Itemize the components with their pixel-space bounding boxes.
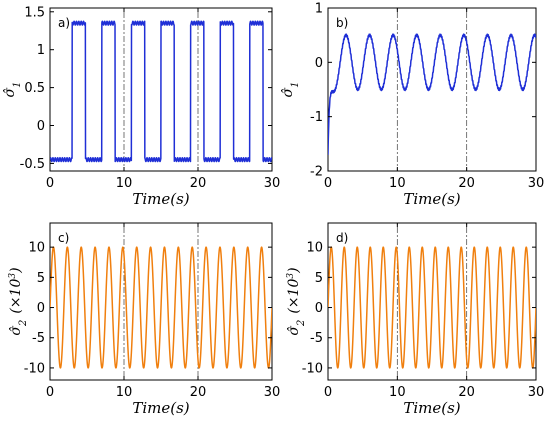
x-axis-label: Time(s) [403,190,460,208]
panel-b: 0 10 20 30 -2 -1 0 1 b) Time(s) σ̂1 [280,2,544,209]
y-tick-label: -5 [32,331,45,346]
y-axis-label: σ̂1 [2,82,23,98]
series-line [50,246,272,369]
y-tick-label: 10 [306,241,323,256]
y-tick-label: -2 [310,165,323,180]
y-axis-label: σ̂2(×103) [8,267,29,335]
x-tick-label: 20 [190,176,207,191]
x-tick-label: 30 [528,176,545,191]
panel-label: a) [58,16,70,30]
panel-d: 0 10 20 30 -10 -5 0 5 10 d) Time(s) σ̂2(×103) [286,222,545,417]
y-tick-label: -0.5 [20,157,45,172]
x-tick-label: 0 [46,385,54,400]
y-tick-label: 0 [37,301,45,316]
x-tick-label: 0 [46,176,54,191]
y-tick-label: -10 [24,361,45,376]
y-tick-label: 1 [37,43,45,58]
y-tick-label: -10 [302,361,323,376]
y-tick-label: 1 [315,2,323,17]
x-tick-label: 30 [264,176,281,191]
x-tick-label: 10 [116,176,133,191]
y-tick-label: 0.5 [24,81,45,96]
series-line [50,20,272,163]
series-line [328,246,536,369]
y-axis-label: σ̂1 [280,82,301,98]
x-axis-label: Time(s) [403,399,460,417]
x-tick-label: 20 [458,176,475,191]
x-tick-label: 10 [389,176,406,191]
y-axis-label: σ̂2(×103) [286,267,307,335]
panel-label: b) [336,16,348,30]
x-tick-label: 10 [116,385,133,400]
x-tick-label: 20 [458,385,475,400]
plot-frame [327,7,537,172]
x-axis-label: Time(s) [132,399,189,417]
x-tick-label: 20 [190,385,207,400]
y-tick-label: 5 [315,271,323,286]
y-tick-label: -1 [310,110,323,125]
series-line [328,33,536,155]
y-tick-label: 10 [28,241,45,256]
x-tick-label: 30 [264,385,281,400]
y-tick-label: -5 [310,331,323,346]
y-tick-label: 5 [37,271,45,286]
x-tick-label: 0 [324,176,332,191]
y-tick-label: 0 [37,119,45,134]
y-tick-label: 0 [315,301,323,316]
plot-frame [49,7,273,172]
x-tick-label: 10 [389,385,406,400]
y-tick-label: 0 [315,56,323,71]
x-axis-label: Time(s) [132,190,189,208]
panel-label: c) [58,231,69,245]
panel-label: d) [336,231,348,245]
x-tick-label: 0 [324,385,332,400]
y-tick-label: 1.5 [24,5,45,20]
x-tick-label: 30 [528,385,545,400]
panel-c: 0 10 20 30 -10 -5 0 5 10 c) Time(s) σ̂2(×103) [8,222,281,417]
panel-a: 0 10 20 30-0.500.511.5a)Time(s)σ̂1 [2,5,280,208]
